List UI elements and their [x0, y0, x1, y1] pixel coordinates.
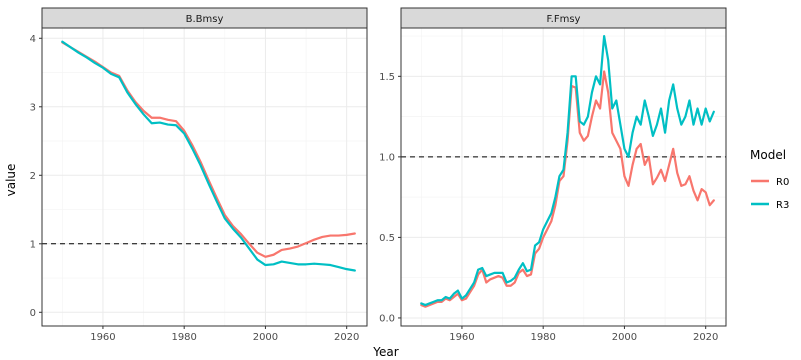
x-tick-label: 1960	[449, 332, 474, 343]
y-tick-label: 2	[30, 171, 36, 182]
x-tick-label: 1960	[90, 332, 115, 343]
x-tick-label: 2000	[612, 332, 637, 343]
y-tick-label: 4	[30, 34, 36, 45]
legend-label-r3: R3	[776, 200, 789, 211]
y-tick-label: 0	[30, 308, 36, 319]
y-tick-label: 1.5	[379, 72, 395, 83]
x-tick-label: 2020	[334, 332, 359, 343]
facet-title: F.Fmsy	[547, 14, 581, 25]
legend-label-r0: R0	[776, 177, 789, 188]
panel-f-fmsy: 1960 1980 2000 2020 0.0 0.5 1.0 1.5 F.Fmsy	[379, 7, 727, 343]
series-line-r3	[420, 34, 715, 307]
panel-b-bmsy: 1960 1980 2000 2020 0 1 2 3 4 B.Bmsy	[30, 7, 368, 343]
x-tick-label: 2020	[693, 332, 718, 343]
legend-title: Model	[750, 148, 786, 162]
x-axis-title: Year	[372, 345, 398, 359]
facet-panels: 1960 1980 2000 2020 0 1 2 3 4 B.Bmsy 1960 1980 2000 2…	[30, 7, 727, 343]
y-tick-label: 0.0	[379, 313, 395, 324]
series-line-r3	[61, 40, 356, 272]
y-tick-label: 0.5	[379, 233, 395, 244]
y-tick-label: 1	[30, 239, 36, 250]
x-tick-label: 1980	[171, 332, 196, 343]
y-tick-label: 3	[30, 102, 36, 113]
facet-title: B.Bmsy	[186, 14, 224, 25]
facet-strip	[400, 7, 727, 29]
legend: Model R0 R3	[750, 148, 789, 211]
y-tick-label: 1.0	[379, 152, 395, 163]
plot-background	[41, 27, 368, 327]
x-tick-label: 1980	[530, 332, 555, 343]
y-axis-title: value	[4, 164, 18, 197]
x-tick-label: 2000	[253, 332, 278, 343]
facet-strip	[41, 7, 368, 29]
